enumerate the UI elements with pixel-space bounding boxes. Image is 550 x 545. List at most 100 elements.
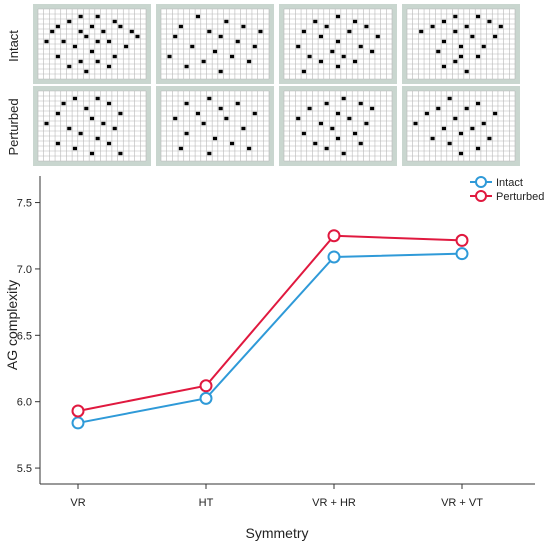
pattern-panels: Intact Perturbed (6, 4, 520, 166)
legend-entry-intact: Intact (470, 176, 523, 189)
pattern-cell (296, 44, 301, 49)
pattern-cell (67, 126, 72, 131)
pattern-cell (107, 141, 112, 146)
pattern-cell (55, 24, 60, 29)
pattern-cell (458, 131, 464, 136)
legend-entry-perturbed: Perturbed (470, 190, 544, 203)
pattern-cell (135, 34, 140, 39)
data-point-intact (71, 416, 85, 430)
pattern-cell (313, 141, 318, 146)
line-chart: 5.5 6.0 6.5 7.0 7.5 VR HT VR + HR VR + VT AG co… (4, 176, 544, 541)
pattern-cell (476, 146, 481, 151)
pattern-cell (464, 106, 469, 111)
pattern-cell (190, 44, 195, 49)
pattern-cell (224, 116, 229, 121)
pattern-cell (313, 19, 318, 24)
pattern-cell (78, 14, 83, 19)
pattern-cell (201, 59, 206, 64)
pattern-cell (353, 59, 358, 64)
pattern-cell (212, 49, 218, 54)
row-label-intact: Intact (6, 30, 21, 62)
pattern-cell (167, 54, 172, 59)
data-point-perturbed (199, 379, 213, 393)
pattern-cell (184, 101, 189, 106)
pattern-cell (324, 101, 329, 106)
pattern-cell (481, 44, 486, 49)
pattern-cell (195, 111, 200, 116)
pattern-cell (441, 126, 446, 131)
pattern-cell (129, 29, 134, 34)
pattern-panel (33, 86, 151, 166)
pattern-cell (330, 126, 335, 131)
legend-label: Intact (496, 177, 523, 189)
pattern-panel (402, 4, 520, 84)
pattern-cell (318, 59, 323, 64)
data-point-perturbed (71, 404, 85, 418)
pattern-cell (95, 96, 100, 101)
x-tick-label: VR + HR (312, 497, 356, 509)
pattern-cell (453, 116, 458, 121)
pattern-cell (424, 111, 429, 116)
pattern-cell (341, 54, 346, 59)
y-tick-label: 7.0 (17, 264, 32, 276)
pattern-cell (89, 49, 95, 54)
series-line-perturbed (77, 234, 463, 412)
pattern-cell (464, 69, 469, 74)
pattern-cell (347, 29, 352, 34)
pattern-cell (436, 49, 441, 54)
pattern-cell (95, 14, 100, 19)
pattern-cell (335, 111, 341, 116)
pattern-cell (307, 54, 312, 59)
pattern-cell (61, 101, 66, 106)
pattern-cell (247, 146, 252, 151)
data-point-intact (455, 247, 469, 261)
pattern-cell (370, 49, 375, 54)
pattern-cell (112, 54, 117, 59)
grid-lines (283, 90, 393, 162)
y-tick-label: 6.0 (17, 397, 32, 409)
series-perturbed (71, 229, 469, 418)
pattern-cell (84, 69, 89, 74)
pattern-cell (89, 116, 95, 121)
series-layer (71, 229, 469, 430)
pattern-cell (453, 29, 458, 34)
y-tick-label: 5.5 (17, 463, 32, 475)
pattern-cell (301, 29, 306, 34)
pattern-cell (413, 121, 418, 126)
x-tick-label: VR (70, 497, 85, 509)
pattern-cell (235, 39, 240, 44)
pattern-cell (458, 54, 464, 59)
pattern-cell (44, 121, 49, 126)
pattern-panel (156, 4, 274, 84)
pattern-cell (112, 19, 117, 24)
pattern-cell (375, 34, 380, 39)
pattern-cell (458, 44, 464, 49)
pattern-cell (358, 101, 363, 106)
pattern-cell (296, 116, 301, 121)
pattern-cell (178, 24, 183, 29)
pattern-cell (364, 121, 369, 126)
x-axis: VR HT VR + HR VR + VT (40, 483, 535, 509)
y-axis: 5.5 6.0 6.5 7.0 7.5 (17, 176, 41, 484)
pattern-cell (436, 106, 441, 111)
pattern-cell (78, 59, 83, 64)
pattern-cell (470, 126, 475, 131)
pattern-cell (173, 116, 178, 121)
pattern-cell (89, 151, 95, 156)
pattern-cell (335, 39, 341, 44)
pattern-cell (44, 39, 49, 44)
grid-lines (37, 90, 147, 162)
pattern-cell (370, 106, 375, 111)
pattern-cell (218, 106, 223, 111)
pattern-cell (78, 131, 83, 136)
pattern-panel (33, 4, 151, 84)
pattern-cell (441, 19, 446, 24)
pattern-cell (207, 151, 212, 156)
pattern-cell (487, 19, 492, 24)
pattern-cell (207, 29, 212, 34)
pattern-cell (107, 39, 112, 44)
pattern-cell (67, 64, 72, 69)
pattern-cell (481, 121, 486, 126)
pattern-cell (72, 146, 77, 151)
